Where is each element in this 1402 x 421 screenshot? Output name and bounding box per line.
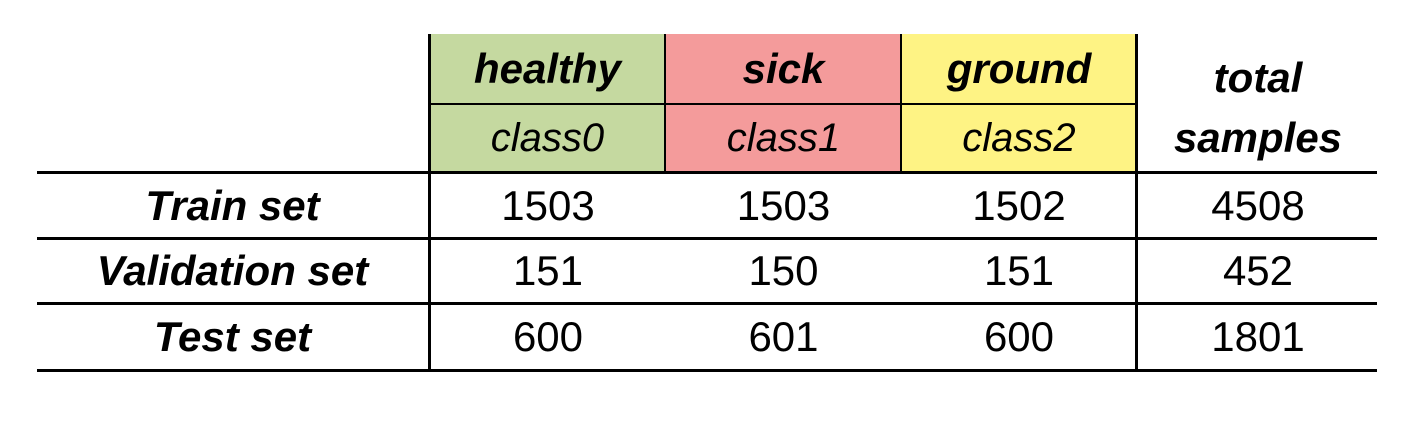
class-label-cell-2: class2	[902, 105, 1136, 171]
cell-test-class0: 600	[512, 313, 584, 360]
cell-validation-total: 452	[1222, 247, 1294, 294]
class-label-cell-0: class0	[430, 105, 665, 171]
row-rule-header	[37, 171, 1377, 174]
row-label-test: Test set	[153, 313, 312, 360]
cell-train-class1: 1503	[736, 181, 831, 229]
class-label-2: class2	[962, 115, 1076, 160]
column-rule-right	[1135, 34, 1138, 372]
header-separator-healthy	[430, 103, 665, 105]
header-separator-sick	[666, 103, 901, 105]
class-header-sick: sick	[666, 34, 901, 104]
cell-validation-class1: 150	[748, 247, 819, 294]
row-rule-bottom	[37, 369, 1377, 372]
header-divider-2	[900, 34, 902, 171]
cell-validation-class0: 151	[512, 247, 584, 294]
header-divider-1	[664, 34, 666, 171]
class-name-ground: ground	[946, 45, 1092, 92]
total-header-line1: total	[1213, 54, 1303, 101]
header-separator-ground	[902, 103, 1136, 105]
row-rule-2	[37, 302, 1377, 305]
row-label-validation: Validation set	[96, 247, 369, 294]
class-name-healthy: healthy	[473, 45, 622, 92]
cell-test-class1: 601	[748, 313, 819, 360]
cell-train-class0: 1503	[501, 181, 595, 229]
total-header-line2: samples	[1173, 114, 1343, 161]
class-label-1: class1	[726, 115, 841, 160]
cell-test-total: 1801	[1211, 313, 1305, 360]
row-rule-1	[37, 237, 1377, 240]
cell-validation-class2: 151	[983, 247, 1055, 294]
cell-train-total: 4508	[1211, 181, 1305, 229]
class-label-0: class0	[490, 115, 605, 160]
column-rule-left	[428, 34, 431, 372]
row-label-train: Train set	[145, 181, 320, 229]
total-samples-header: total samples	[1138, 48, 1378, 168]
class-header-healthy: healthy	[430, 34, 665, 104]
class-header-ground: ground	[902, 34, 1136, 104]
cell-train-class2: 1502	[972, 181, 1066, 229]
class-name-sick: sick	[742, 45, 825, 92]
cell-test-class2: 600	[983, 313, 1055, 360]
class-label-cell-1: class1	[666, 105, 901, 171]
